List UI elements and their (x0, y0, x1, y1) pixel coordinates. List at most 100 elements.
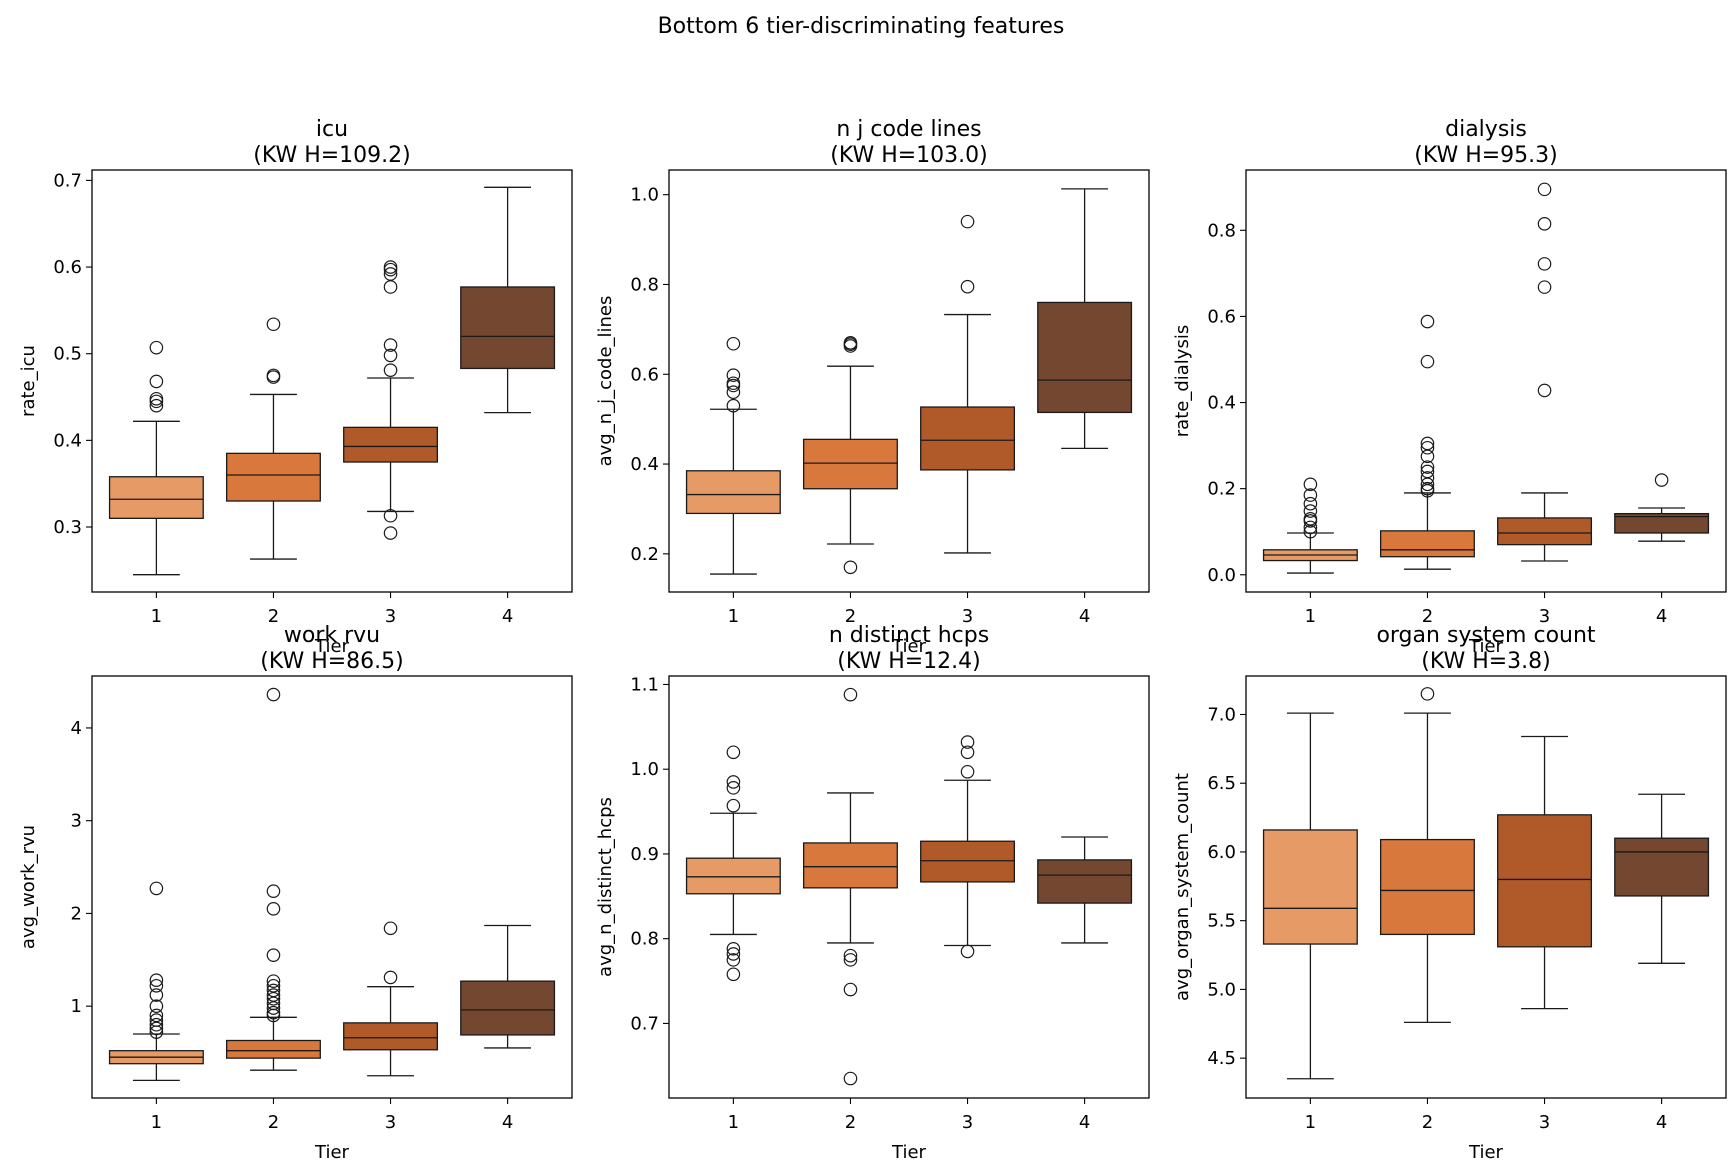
outlier-point (843, 953, 858, 967)
x-tick-label: 3 (385, 606, 396, 627)
x-tick-label: 4 (1656, 1112, 1667, 1133)
subplot-title: n distinct hcps (829, 623, 989, 648)
outlier-point (960, 735, 975, 749)
plot-frame (91, 169, 573, 593)
x-tick-label: 2 (845, 606, 856, 627)
y-tick-label: 0.6 (53, 257, 82, 278)
y-tick-label: 0.6 (630, 364, 659, 385)
outlier-point (149, 340, 164, 355)
outlier-point (1537, 383, 1552, 398)
outlier-point (1303, 496, 1318, 511)
outlier-point (726, 385, 741, 400)
subplot-4: work rvu(KW H=86.5) 1 2 3 4 avg_work_rvu 1 2 3 4 T… (18, 623, 573, 1163)
y-tick-label: 0.7 (53, 170, 82, 191)
subplot-title: icu (316, 117, 348, 142)
outlier-point (149, 881, 164, 896)
outlier-point (149, 973, 164, 988)
box-tier-4 (1037, 188, 1133, 449)
x-tick-label: 3 (962, 1112, 973, 1133)
outlier-point (383, 526, 398, 540)
outlier-point (1537, 280, 1552, 294)
outlier-point (726, 947, 741, 961)
outlier-point (266, 901, 281, 916)
box-tier-4 (460, 186, 556, 414)
subplot-subtitle: (KW H=12.4) (837, 649, 981, 674)
outlier-point (383, 260, 398, 274)
outlier-point (1303, 520, 1318, 535)
outlier-point (726, 368, 741, 382)
outlier-point (726, 775, 741, 789)
iqr-box (802, 438, 898, 490)
x-tick-label: 3 (1539, 1112, 1550, 1133)
outlier-point (266, 978, 281, 993)
box-tier-3 (343, 921, 439, 1077)
x-axis-label: Tier (1468, 1142, 1504, 1163)
outlier-point (1420, 464, 1435, 479)
x-tick-label: 1 (1305, 1112, 1316, 1133)
outlier-point (149, 398, 164, 413)
outlier-point (843, 948, 858, 963)
subplot-subtitle: (KW H=3.8) (1421, 649, 1551, 674)
y-axis-label: rate_dialysis (1172, 325, 1193, 437)
outlier-point (149, 999, 164, 1013)
y-tick-label: 0.2 (630, 544, 659, 565)
y-tick-label: 0.7 (630, 1013, 659, 1034)
outlier-point (843, 560, 858, 575)
plot-frame (91, 675, 573, 1099)
subplot-title: dialysis (1445, 117, 1527, 142)
x-axis-label: Tier (314, 1142, 350, 1163)
outlier-point (726, 798, 741, 813)
y-tick-label: 2 (71, 903, 82, 924)
outlier-point (1420, 440, 1435, 455)
outlier-point (266, 948, 281, 962)
y-axis-label: avg_n_distinct_hcps (595, 797, 616, 977)
box-tier-1 (1262, 712, 1358, 1080)
outlier-point (960, 944, 975, 959)
x-tick-label: 2 (268, 606, 279, 627)
y-tick-label: 0.8 (630, 274, 659, 295)
outlier-point (149, 1013, 164, 1027)
iqr-box (460, 980, 556, 1036)
outlier-point (1420, 354, 1435, 369)
x-tick-label: 1 (1305, 606, 1316, 627)
outlier-point (726, 745, 741, 760)
y-axis-label: avg_organ_system_count (1172, 773, 1193, 1001)
iqr-box (920, 406, 1016, 471)
subplot-5: n distinct hcps(KW H=12.4) 0.7 0.8 0.9 1.0 1.… (595, 623, 1150, 1163)
outlier-point (383, 348, 398, 363)
outlier-point (383, 267, 398, 281)
x-tick-label: 2 (1422, 606, 1433, 627)
box-tier-3 (920, 735, 1016, 959)
panels-group: icu(KW H=109.2) 0.3 0.4 0.5 0.6 0.7 rate_icu 1 2… (18, 117, 1727, 1163)
outlier-point (843, 687, 858, 702)
y-tick-label: 1.0 (630, 185, 659, 206)
iqr-box (225, 452, 321, 502)
outlier-point (266, 974, 281, 988)
outlier-point (726, 953, 741, 967)
outlier-point (726, 967, 741, 982)
subplot-3: dialysis(KW H=95.3) 0.0 0.2 0.4 0.6 0.8 rate_d… (1172, 117, 1727, 657)
x-tick-label: 2 (1422, 1112, 1433, 1133)
plot-frame (668, 169, 1150, 593)
y-tick-label: 0.4 (1207, 393, 1236, 414)
y-tick-label: 0.9 (630, 844, 659, 865)
outlier-point (383, 921, 398, 936)
figure-suptitle: Bottom 6 tier-discriminating features (658, 14, 1065, 39)
x-tick-label: 1 (151, 1112, 162, 1133)
iqr-box (1037, 301, 1133, 414)
y-tick-label: 0.0 (1207, 565, 1236, 586)
x-tick-label: 1 (728, 1112, 739, 1133)
outlier-point (383, 363, 398, 377)
x-tick-label: 1 (151, 606, 162, 627)
outlier-point (726, 376, 741, 391)
plot-frame (668, 675, 1150, 1099)
iqr-box (920, 840, 1016, 883)
subplot-1: icu(KW H=109.2) 0.3 0.4 0.5 0.6 0.7 rate_icu 1 2… (18, 117, 573, 657)
box-tier-1 (1262, 477, 1358, 574)
iqr-box (1037, 859, 1133, 904)
plot-frame (1245, 675, 1727, 1099)
subplot-title: work rvu (284, 623, 380, 648)
plot-frame (1245, 169, 1727, 593)
outlier-point (149, 988, 164, 1002)
